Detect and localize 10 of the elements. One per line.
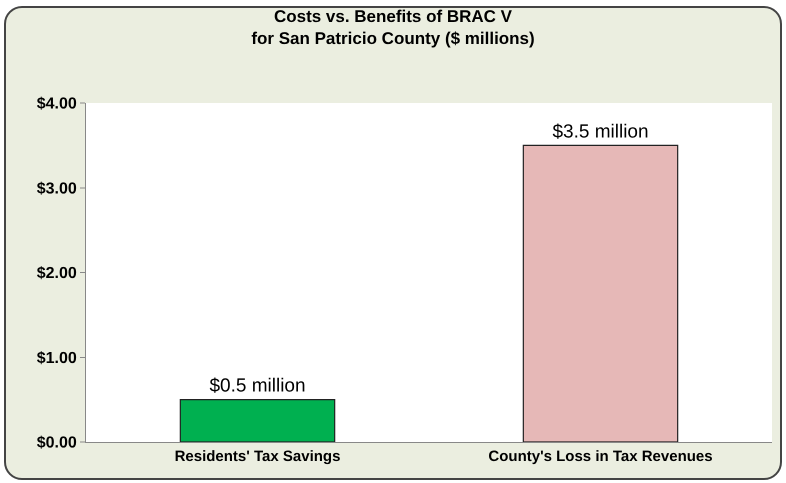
x-tick-label: County's Loss in Tax Revenues (488, 448, 713, 465)
y-tick-label: $0.00 (36, 434, 77, 452)
y-tick-label: $3.00 (36, 180, 77, 198)
chart-title: Costs vs. Benefits of BRAC V for San Patricio County ($ millions) (251, 7, 535, 48)
y-tick-label: $1.00 (36, 350, 77, 367)
data-label: $0.5 million (209, 376, 306, 397)
x-tick-label: Residents' Tax Savings (174, 448, 340, 465)
data-label: $3.5 million (552, 121, 649, 142)
y-tick-label: $4.00 (36, 96, 77, 113)
y-tick-label: $2.00 (36, 265, 77, 282)
